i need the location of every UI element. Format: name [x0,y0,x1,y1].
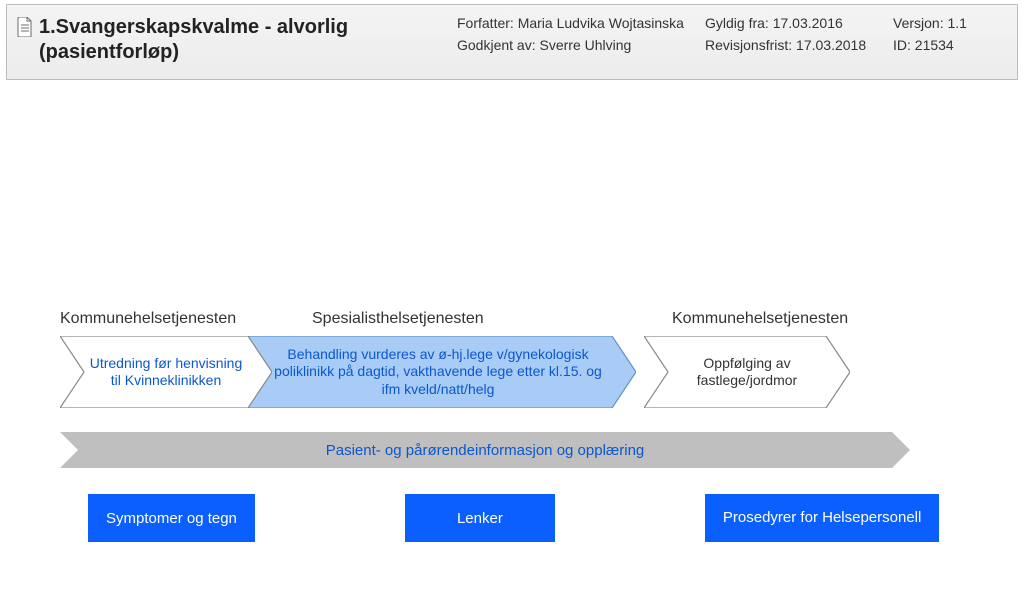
procedures-button-label: Prosedyrer for Helsepersonell [723,509,921,526]
lane-label-1: Kommunehelsetjenesten [60,310,312,328]
lane-labels: Kommunehelsetjenesten Spesialisthelsetje… [60,310,964,328]
meta-grid: Forfatter: Maria Ludvika Wojtasinska Gyl… [457,15,1003,65]
meta-approved-value: Sverre Uhlving [540,37,632,53]
meta-version-value: 1.1 [947,15,966,31]
title-block: 1.Svangerskapskvalme - alvorlig (pasient… [17,15,457,65]
meta-valid-from-label: Gyldig fra [705,15,765,31]
links-button[interactable]: Lenker [405,494,555,542]
lane-label-2: Spesialisthelsetjenesten [312,310,672,328]
symptoms-button[interactable]: Symptomer og tegn [88,494,255,542]
links-button-label: Lenker [457,510,503,527]
meta-revision: Revisjonsfrist: 17.03.2018 [705,37,875,53]
meta-id-value: 21534 [915,37,954,53]
flow-step-followup[interactable]: Oppfølging av fastlege/jordmor [644,336,850,408]
flow-step-followup-label: Oppfølging av fastlege/jordmor [672,355,822,390]
meta-author-value: Maria Ludvika Wojtasinska [518,15,684,31]
meta-valid-from-value: 17.03.2016 [773,15,843,31]
meta-version-label: Versjon [893,15,940,31]
flow-step-assessment[interactable]: Utredning før henvisning til Kvinneklini… [60,336,272,408]
flow-step-treatment-label: Behandling vurderes av ø-hj.lege v/gynek… [268,346,608,399]
info-bar-label: Pasient- og pårørendeinformasjon og oppl… [60,432,910,468]
meta-approved: Godkjent av: Sverre Uhlving [457,37,687,53]
flow-container: Kommunehelsetjenesten Spesialisthelsetje… [0,310,1024,542]
meta-version: Versjon: 1.1 [893,15,1003,31]
meta-author: Forfatter: Maria Ludvika Wojtasinska [457,15,687,31]
flow-step-assessment-label: Utredning før henvisning til Kvinneklini… [88,355,244,390]
arrows-row: Oppfølging av fastlege/jordmor Behandlin… [60,336,964,408]
symptoms-button-label: Symptomer og tegn [106,510,237,527]
info-bar[interactable]: Pasient- og pårørendeinformasjon og oppl… [60,432,910,468]
meta-id-label: ID [893,37,907,53]
procedures-button[interactable]: Prosedyrer for Helsepersonell [705,494,939,542]
meta-approved-label: Godkjent av [457,37,532,53]
flow-step-treatment[interactable]: Behandling vurderes av ø-hj.lege v/gynek… [240,336,636,408]
meta-valid-from: Gyldig fra: 17.03.2016 [705,15,875,31]
meta-revision-value: 17.03.2018 [796,37,866,53]
meta-id: ID: 21534 [893,37,1003,53]
lane-label-3: Kommunehelsetjenesten [672,310,872,328]
meta-revision-label: Revisjonsfrist [705,37,788,53]
page-title: 1.Svangerskapskvalme - alvorlig (pasient… [39,15,457,65]
document-header: 1.Svangerskapskvalme - alvorlig (pasient… [6,4,1018,80]
document-icon [17,17,33,65]
meta-author-label: Forfatter [457,15,510,31]
buttons-row: Symptomer og tegn Lenker Prosedyrer for … [60,494,964,542]
